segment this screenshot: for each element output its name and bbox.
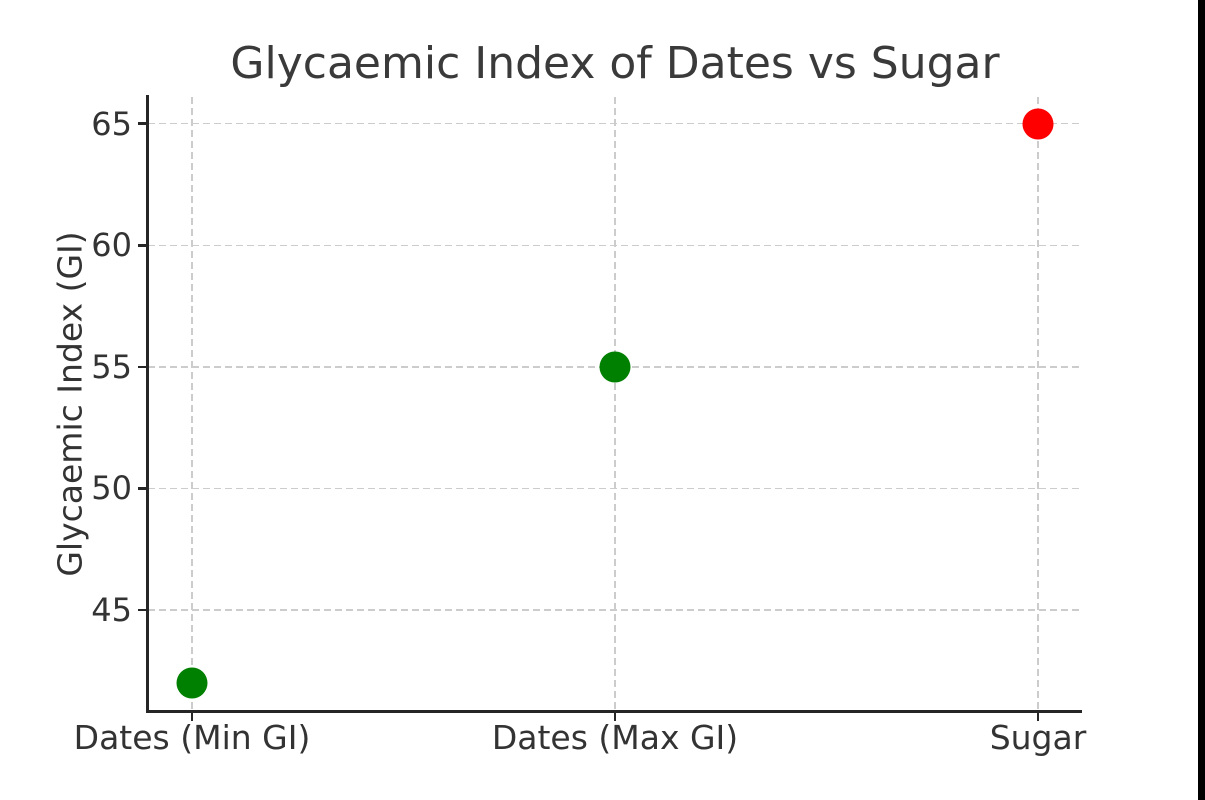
y-tick-mark — [138, 122, 148, 125]
y-tick-label: 60 — [91, 226, 132, 265]
y-tick-label: 55 — [91, 347, 132, 386]
y-tick-label: 65 — [91, 104, 132, 143]
gridline-vertical — [191, 97, 193, 712]
gridline-vertical — [1037, 97, 1039, 712]
y-axis-spine — [146, 95, 149, 713]
gridline-vertical — [614, 97, 616, 712]
y-tick-mark — [138, 244, 148, 247]
x-tick-mark — [613, 711, 617, 721]
screen-edge-strip — [1198, 0, 1205, 800]
y-axis-label: Glycaemic Index (GI) — [50, 231, 90, 577]
x-tick-label: Sugar — [989, 718, 1087, 757]
chart-title: Glycaemic Index of Dates vs Sugar — [230, 38, 1000, 89]
scatter-point-dates-min-gi — [176, 667, 208, 699]
y-tick-mark — [138, 365, 148, 369]
x-tick-label: Dates (Min GI) — [73, 718, 311, 757]
x-tick-label: Dates (Max GI) — [491, 718, 739, 757]
scatter-point-dates-max-gi — [599, 351, 631, 383]
scatter-point-sugar — [1022, 108, 1054, 140]
y-tick-mark — [138, 608, 148, 612]
y-tick-label: 50 — [91, 469, 132, 508]
x-tick-mark — [1036, 711, 1040, 721]
plot-area — [148, 97, 1082, 712]
y-tick-label: 45 — [91, 590, 132, 629]
y-tick-mark — [138, 487, 148, 490]
x-tick-mark — [190, 711, 194, 721]
